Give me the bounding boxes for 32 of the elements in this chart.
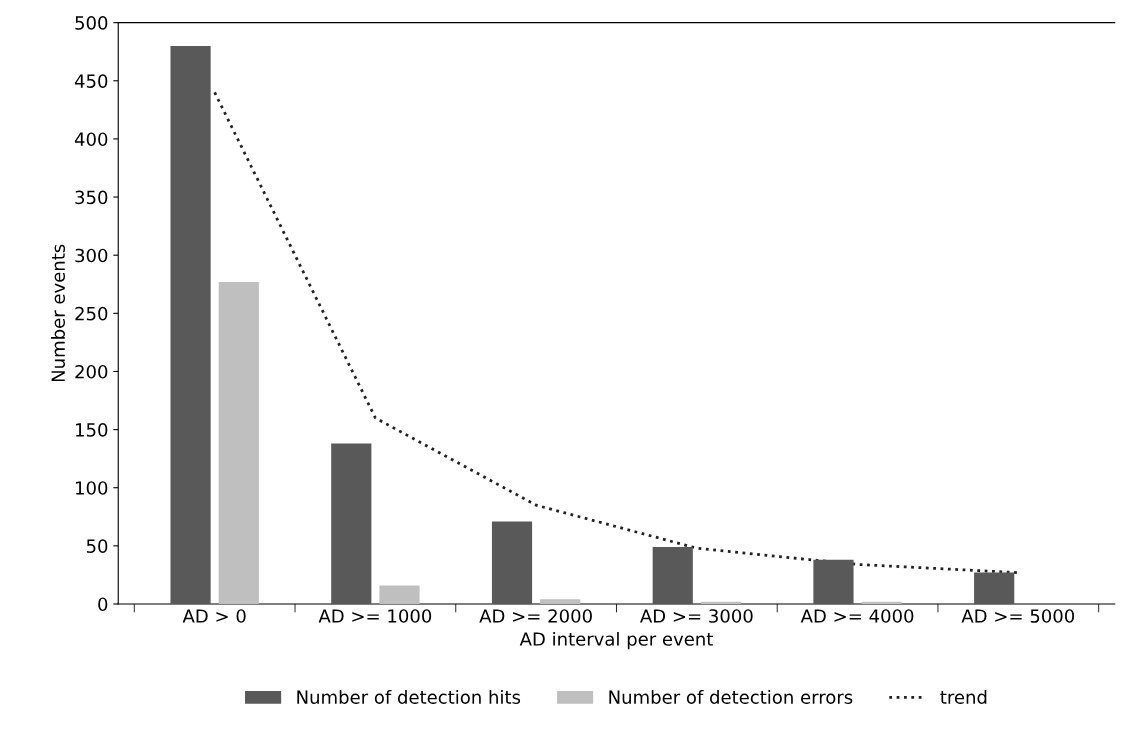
y-tick-label: 350 (75, 190, 108, 205)
bar (491, 521, 533, 604)
y-tick-label: 0 (98, 597, 108, 612)
bar (540, 599, 581, 604)
y-tick-label: 100 (76, 481, 108, 495)
line-series (213, 91, 1020, 574)
x-tick-label: AD >= 2000 (479, 609, 592, 623)
bar (974, 572, 1015, 604)
bar (170, 45, 211, 604)
legend-label: Number of detection hits (297, 690, 521, 704)
y-tick-label: 250 (75, 306, 108, 321)
bar (652, 547, 693, 604)
x-tick-label: AD >= 3000 (640, 609, 753, 623)
y-axis-title: Number events (51, 244, 65, 382)
x-tick-label: AD >= 1000 (318, 609, 432, 623)
x-tick-label: AD >= 4000 (800, 609, 914, 623)
bar (218, 281, 259, 604)
y-tick-label: 500 (75, 16, 108, 30)
bar (813, 559, 854, 604)
y-tick-label: 150 (76, 423, 108, 437)
x-tick-label: AD > 0 (182, 609, 246, 623)
y-tick-label: 200 (75, 364, 108, 379)
bar (379, 585, 420, 604)
y-tick-label: 400 (74, 132, 108, 147)
y-tick-label: 450 (74, 74, 108, 88)
y-tick-label: 300 (75, 248, 108, 263)
x-axis-title: AD interval per event (519, 631, 713, 650)
y-tick-label: 50 (86, 539, 108, 553)
bar (331, 443, 372, 604)
legend-label: Number of detection errors (609, 690, 853, 704)
legend-label: trend (940, 690, 987, 704)
x-tick-label: AD >= 5000 (961, 609, 1075, 623)
